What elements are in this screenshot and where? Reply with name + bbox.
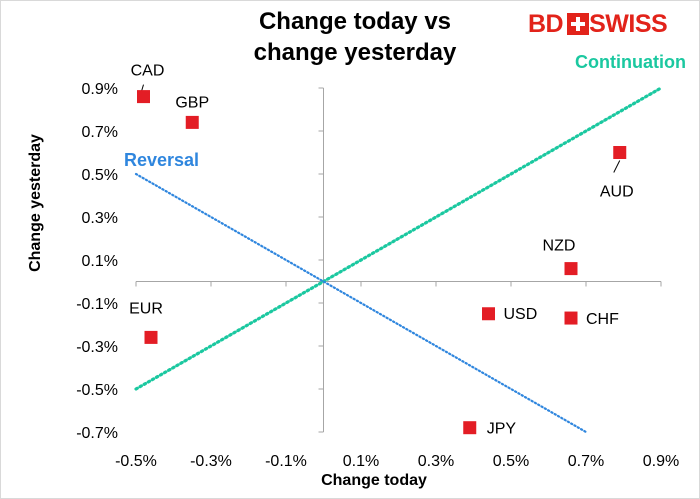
chf-marker [564,311,578,325]
gbp-label: GBP [175,94,209,111]
continuation-label: Continuation [575,52,686,72]
x-tick-label: 0.5% [493,453,529,470]
cad-marker [137,90,150,104]
x-tick-label: 0.1% [343,453,379,470]
nzd-marker [564,262,578,276]
axes [136,88,661,432]
chart-title: Change today vs change yesterday [190,6,520,68]
x-tick-label: -0.3% [190,453,232,470]
y-tick-label: 0.3% [82,210,118,227]
usd-marker [482,307,495,321]
x-tick-label: 0.3% [418,453,454,470]
jpy-label: JPY [487,421,517,438]
y-tick-label: 0.7% [82,124,118,141]
aud-marker [613,146,627,159]
chart-title-line2: change yesterday [253,39,457,66]
data-points: CAD GBP AUD NZD USD CHF EUR JPY [129,63,634,438]
y-axis-ticks: 0.9% 0.7% 0.5% 0.3% 0.1% -0.1% -0.3% -0.5% -0.7% [76,81,324,442]
eur-marker [144,330,158,344]
chf-label: CHF [586,311,619,328]
y-tick-label: -0.3% [76,339,118,356]
cad-label: CAD [131,63,165,80]
nzd-label: NZD [543,238,576,255]
aud-leader-line [613,160,621,173]
y-tick-label: 0.9% [82,81,118,98]
bdswiss-logo: BD SWISS [528,10,668,38]
y-tick-label: 0.5% [82,167,118,184]
reversal-line [134,172,588,434]
x-axis-label: Change today [321,472,427,489]
eur-label: EUR [129,300,163,317]
y-tick-label: -0.7% [76,425,118,442]
x-tick-label: -0.5% [115,453,157,470]
aud-label: AUD [600,184,634,201]
x-tick-label: 0.7% [568,453,604,470]
y-tick-label: 0.1% [82,253,118,270]
reversal-label: Reversal [124,150,199,170]
y-axis-label: Change yesterday [27,134,44,272]
usd-label: USD [504,306,538,323]
logo-bd-text: BD [528,10,564,38]
swiss-cross-icon [567,13,590,35]
x-axis-ticks: -0.5% -0.3% -0.1% 0.1% 0.3% 0.5% 0.7% 0.9% [115,281,679,470]
y-tick-label: -0.1% [76,296,118,313]
jpy-marker [463,421,477,435]
logo-swiss-text: SWISS [589,10,668,38]
x-tick-label: -0.1% [265,453,307,470]
y-tick-label: -0.5% [76,382,118,399]
gbp-marker [185,115,199,129]
reference-lines: Continuation Reversal [124,52,686,434]
chart-title-line1: Change today vs [258,8,452,35]
continuation-line [134,86,663,391]
x-tick-label: 0.9% [643,453,679,470]
